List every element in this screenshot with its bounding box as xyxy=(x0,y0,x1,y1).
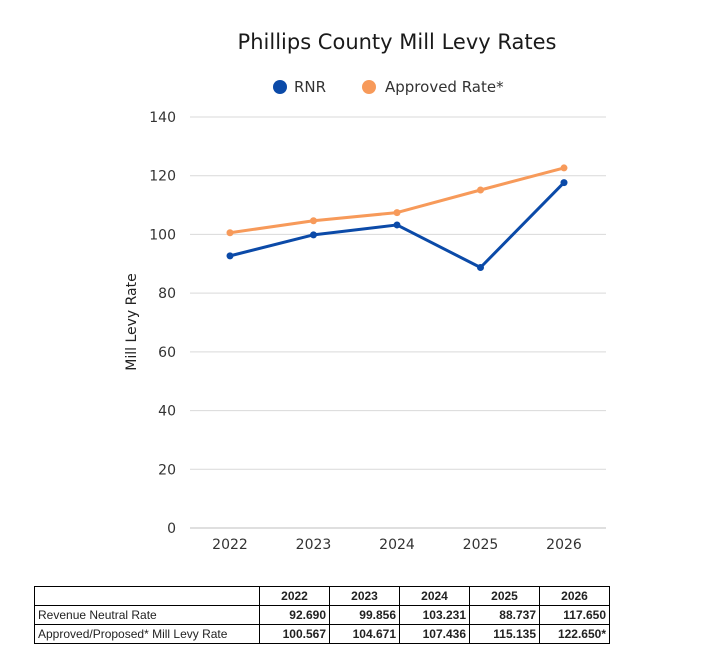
y-tick-label: 140 xyxy=(149,110,176,126)
table-cell: 104.671 xyxy=(329,624,400,644)
table-cell: 99.856 xyxy=(329,605,400,625)
data-point-rnr xyxy=(393,221,401,229)
table-row-label: Revenue Neutral Rate xyxy=(34,605,260,625)
y-tick-label: 120 xyxy=(149,169,176,185)
data-point-rnr xyxy=(560,179,568,187)
series-layer xyxy=(226,164,568,271)
legend-label-approved: Approved Rate* xyxy=(385,78,504,96)
table-header-cell: 2026 xyxy=(539,586,610,606)
table-header-cell: 2024 xyxy=(399,586,470,606)
x-tick-label: 2024 xyxy=(379,537,415,553)
table-cell: 103.231 xyxy=(399,605,470,625)
data-point-approved-rate xyxy=(310,217,317,225)
legend-marker-approved xyxy=(362,80,376,94)
x-tick-label: 2026 xyxy=(546,537,582,553)
table-row: Revenue Neutral Rate 92.690 99.856 103.2… xyxy=(34,605,610,625)
table-corner-cell xyxy=(34,586,260,606)
rates-table: 2022 2023 2024 2025 2026 Revenue Neutral… xyxy=(34,586,610,644)
y-tick-labels: 0 20 40 60 80 100 120 140 xyxy=(149,110,176,537)
gridlines xyxy=(190,116,606,529)
mill-levy-chart: Phillips County Mill Levy Rates RNR Appr… xyxy=(124,30,606,553)
data-point-approved-rate xyxy=(226,229,234,237)
table-cell: 107.436 xyxy=(399,624,470,644)
data-point-approved-rate xyxy=(477,186,484,194)
table-cell: 88.737 xyxy=(469,605,540,625)
table-row-label: Approved/Proposed* Mill Levy Rate xyxy=(34,624,260,644)
y-tick-label: 40 xyxy=(158,404,176,420)
y-tick-label: 0 xyxy=(167,521,176,537)
table-cell: 92.690 xyxy=(259,605,330,625)
table-header-cell: 2025 xyxy=(469,586,540,606)
table-header-cell: 2022 xyxy=(259,586,330,606)
legend-marker-rnr xyxy=(273,80,287,94)
table-cell: 117.650 xyxy=(539,605,610,625)
y-tick-label: 80 xyxy=(158,286,176,302)
table-row: Approved/Proposed* Mill Levy Rate 100.56… xyxy=(34,624,610,644)
x-tick-labels: 2022 2023 2024 2025 2026 xyxy=(212,537,582,553)
data-point-approved-rate xyxy=(560,164,568,172)
data-point-approved-rate xyxy=(393,209,401,217)
table-cell: 115.135 xyxy=(469,624,540,644)
y-tick-label: 60 xyxy=(158,345,176,361)
y-tick-label: 100 xyxy=(149,227,176,243)
data-point-rnr xyxy=(310,231,317,239)
table-header-cell: 2023 xyxy=(329,586,400,606)
data-point-rnr xyxy=(226,252,234,260)
x-tick-label: 2023 xyxy=(296,537,332,553)
x-tick-label: 2022 xyxy=(212,537,248,553)
table-header-row: 2022 2023 2024 2025 2026 xyxy=(34,586,610,606)
y-tick-label: 20 xyxy=(158,462,176,478)
y-axis-title: Mill Levy Rate xyxy=(124,273,140,371)
table-cell: 100.567 xyxy=(259,624,330,644)
chart-title: Phillips County Mill Levy Rates xyxy=(238,30,557,54)
x-tick-label: 2025 xyxy=(463,537,499,553)
legend: RNR Approved Rate* xyxy=(273,78,504,96)
data-point-rnr xyxy=(477,263,484,271)
table-cell: 122.650* xyxy=(539,624,610,644)
legend-label-rnr: RNR xyxy=(294,78,326,96)
